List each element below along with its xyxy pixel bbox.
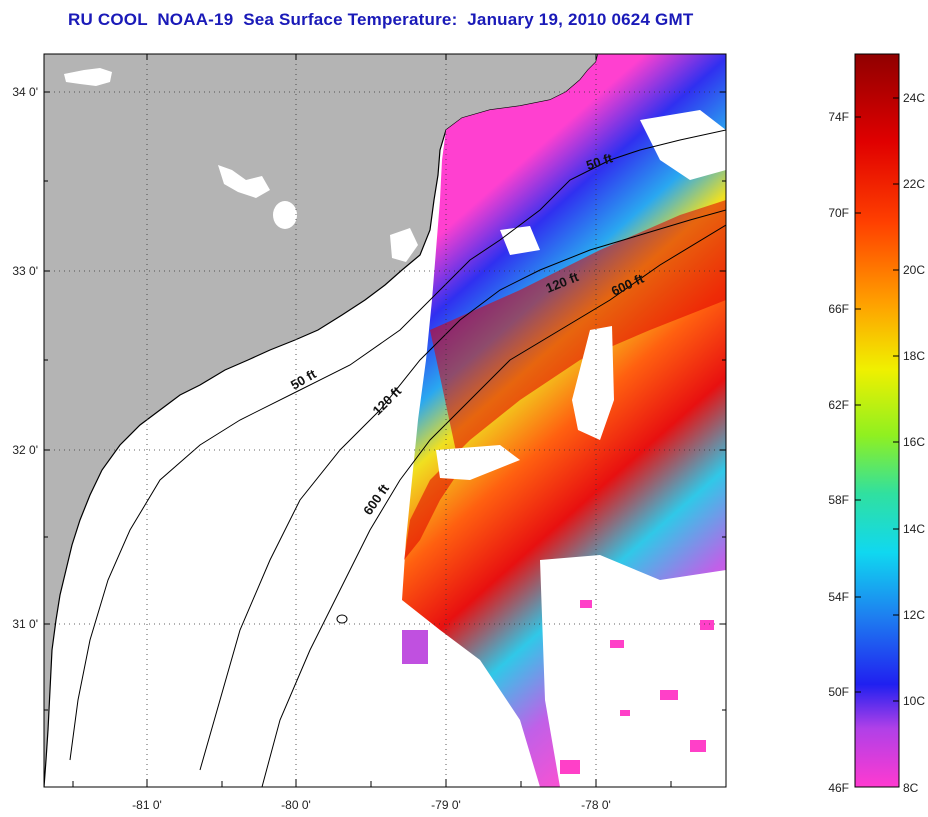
lon-tick-label: -78 0' — [581, 798, 611, 812]
lon-tick-label: -79 0' — [431, 798, 461, 812]
cloud-gap — [640, 110, 726, 180]
colorbar-f-label: 62F — [828, 398, 849, 412]
colorbar-c-label: 10C — [903, 694, 925, 708]
lake — [273, 201, 297, 229]
contour-50ft — [69, 129, 726, 761]
lon-tick-label: -80 0' — [281, 798, 311, 812]
land-mass — [44, 54, 598, 787]
colorbar-c-label: 24C — [903, 91, 925, 105]
colorbar-f-label: 74F — [828, 110, 849, 124]
lake — [64, 68, 112, 86]
colorbar-ticks — [855, 97, 899, 702]
colorbar-c-label: 18C — [903, 349, 925, 363]
colorbar-c-label: 12C — [903, 608, 925, 622]
colorbar-f-label: 58F — [828, 493, 849, 507]
graticule — [44, 54, 726, 787]
lat-tick-label: 31 0' — [12, 617, 38, 631]
colorbar-f-label: 70F — [828, 206, 849, 220]
colorbar-c-label: 22C — [903, 177, 925, 191]
lat-tick-label: 34 0' — [12, 85, 38, 99]
contour-600ft — [261, 224, 726, 787]
lat-tick-label: 33 0' — [12, 264, 38, 278]
coastal-marsh — [390, 228, 418, 262]
colorbar-c-label: 14C — [903, 522, 925, 536]
lon-tick-label: -81 0' — [132, 798, 162, 812]
cloud-gap — [436, 445, 520, 480]
map-frame — [43, 53, 727, 788]
contour-120ft — [199, 209, 726, 771]
lake — [218, 165, 270, 198]
colorbar-f-label: 54F — [828, 590, 849, 604]
colorbar-f-label: 66F — [828, 302, 849, 316]
colorbar-gradient — [854, 53, 900, 788]
seamount-contour — [336, 614, 348, 624]
cloud-gap — [572, 326, 614, 440]
colorbar-c-label: 16C — [903, 435, 925, 449]
cloud-gap — [500, 226, 540, 255]
sparse-sst-pixels — [560, 600, 714, 774]
map-title: RU COOL NOAA-19 Sea Surface Temperature:… — [68, 10, 694, 29]
coastline — [44, 54, 599, 787]
colorbar-f-label: 50F — [828, 685, 849, 699]
colorbar-f-label: 46F — [828, 781, 849, 795]
colorbar-c-label: 20C — [903, 263, 925, 277]
sparse-sst-pixels — [402, 630, 428, 664]
colorbar-c-label: 8C — [903, 781, 919, 795]
sst-colorbar: 74F 70F 66F 62F 58F 54F 50F 46F 24C 22C … — [828, 53, 925, 795]
gulf-stream-warm-core — [404, 200, 726, 560]
axis-ticks — [44, 54, 726, 787]
lat-tick-label: 32 0' — [12, 443, 38, 457]
cloud-gap — [540, 555, 726, 787]
